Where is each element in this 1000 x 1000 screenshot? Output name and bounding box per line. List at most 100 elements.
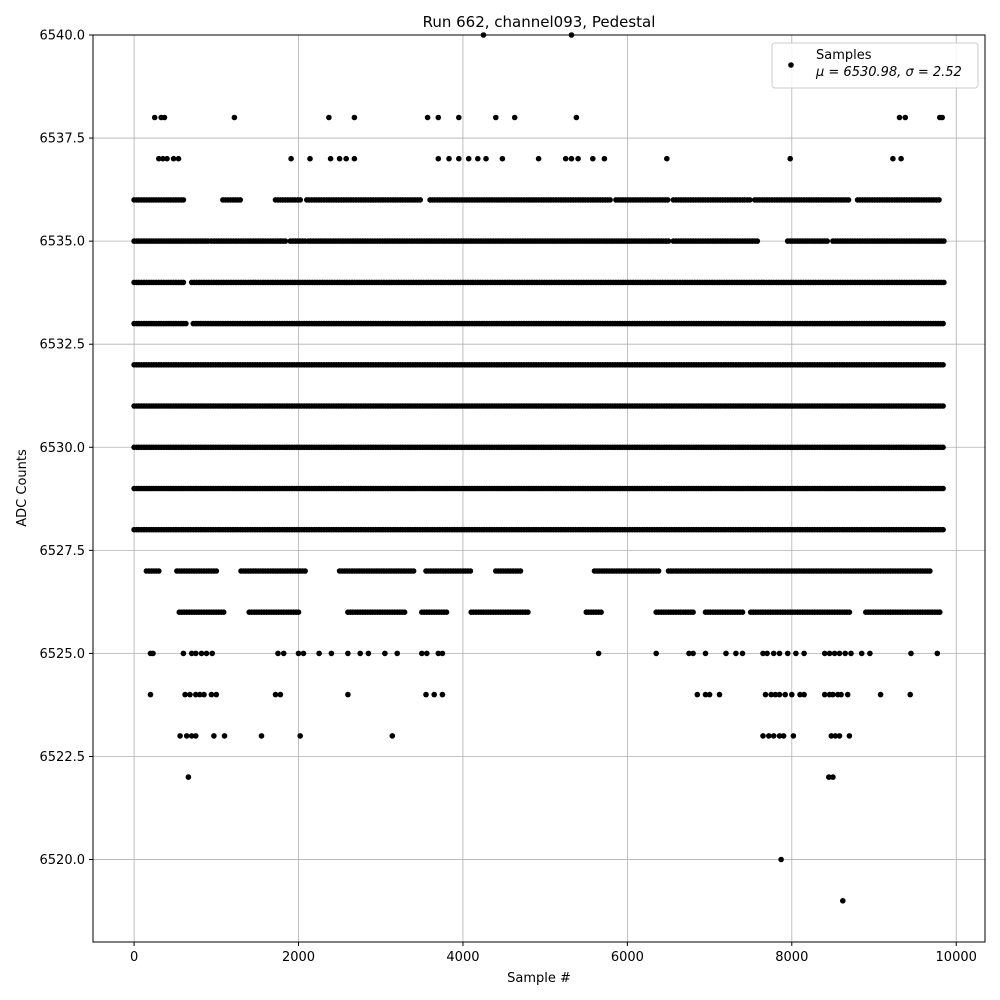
data-point [801,691,807,698]
x-axis-label: Sample # [507,971,571,986]
data-points [131,32,947,904]
y-tick-label: 6532.5 [40,338,86,353]
data-point [890,155,896,162]
data-point [653,650,659,657]
data-point [423,691,429,698]
data-point [351,114,358,121]
data-point [237,197,243,203]
data-point [793,650,799,657]
data-point [345,650,351,657]
data-point [345,691,351,698]
data-point [439,691,446,698]
y-tick-label: 6530.0 [40,441,86,456]
data-point [483,155,489,162]
data-point [164,155,170,162]
data-point [690,650,696,657]
data-point [535,155,542,162]
data-point [316,650,322,657]
data-point [940,320,946,327]
legend-entry-samples: Samples [816,48,872,63]
data-point [790,733,797,739]
y-tick-label: 6522.5 [40,750,86,765]
data-point [940,444,946,451]
x-tick-label: 6000 [611,950,644,965]
data-point [170,155,177,162]
chart-title: Run 662, channel093, Pedestal [423,13,656,31]
data-point [601,155,608,162]
data-point [295,650,302,657]
data-point [467,568,474,574]
data-point [258,733,265,739]
data-point [845,197,852,203]
data-point [776,733,783,739]
data-point [161,114,168,121]
data-point [821,691,828,698]
data-point [706,691,713,698]
x-tick-label: 8000 [775,950,808,965]
data-point [896,114,903,121]
data-point [275,650,281,657]
data-point [939,114,945,121]
data-point [941,279,947,286]
data-point [493,114,499,121]
data-point [655,568,662,574]
data-point [821,650,828,657]
data-point [764,650,770,657]
data-point [180,197,187,203]
data-point [410,568,417,574]
data-point [760,733,766,739]
y-axis: 6520.0 6522.5 6525.0 6527.5 6530.0 6532.5 6535… [40,29,93,868]
data-point [842,650,848,657]
data-point [431,691,438,698]
data-point [940,403,946,409]
data-point [208,691,215,698]
data-point [754,238,761,244]
legend-marker [788,62,794,68]
y-tick-label: 6520.0 [40,853,86,868]
data-point [568,155,575,162]
data-point [607,197,613,203]
data-point [780,733,787,739]
data-point [201,691,207,698]
data-point [828,733,835,739]
data-point [188,650,195,657]
data-point [417,197,424,203]
data-point [443,609,450,615]
data-point [187,691,193,698]
data-point [770,733,777,739]
data-point [475,155,481,162]
data-point [424,114,431,121]
x-tick-label: 0 [130,950,138,965]
data-point [156,568,162,574]
data-point [836,650,843,657]
data-point [297,197,304,203]
data-point [934,650,941,657]
data-point [213,568,220,574]
data-point [595,650,602,657]
data-point [435,114,442,121]
data-point [768,691,774,698]
data-point [401,609,408,615]
data-point [826,650,833,657]
data-point [573,114,580,121]
data-point [499,155,506,162]
data-point [762,691,769,698]
data-point [156,155,162,162]
data-point [846,733,853,739]
data-point [772,691,779,698]
data-point [203,650,210,657]
data-point [702,691,709,698]
y-tick-label: 6527.5 [40,544,86,559]
data-point [280,650,287,657]
data-point [336,155,343,162]
data-point [940,362,946,368]
data-point [778,856,784,863]
data-point [365,650,372,657]
data-point [209,650,215,657]
data-point [328,650,335,657]
data-point [456,155,462,162]
data-point [307,155,313,162]
data-point [702,650,709,657]
data-point [838,691,844,698]
